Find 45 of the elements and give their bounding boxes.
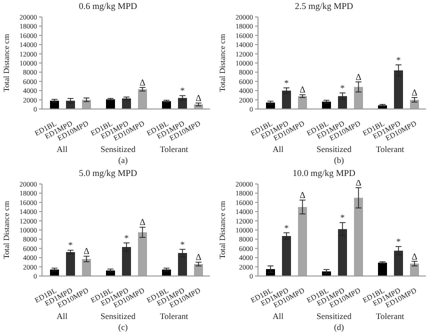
y-axis-title: Total Distance cm <box>218 33 227 92</box>
text: (d) <box>333 322 345 332</box>
data-label: * <box>180 239 186 250</box>
data-label: Δ <box>412 251 418 262</box>
data-label: Δ <box>140 77 146 88</box>
data-label: * <box>396 236 402 247</box>
text: (a) <box>117 155 129 165</box>
data-label: * <box>68 240 74 250</box>
data-label: Δ <box>356 178 362 188</box>
x-tick-label: Sensitized <box>100 144 136 154</box>
x-tick-label: Tolerant <box>160 144 189 154</box>
data-label: Δ <box>356 72 362 82</box>
data-label: Δ <box>140 217 146 228</box>
x-tick-label: Sensitized <box>316 144 352 154</box>
x-tick-label: All <box>56 311 68 321</box>
data-label: * <box>340 82 346 93</box>
x-tick-label: All <box>272 144 284 154</box>
y-axis-title: Total Distance cm <box>2 200 11 260</box>
chart-title: 10.0 mg/kg MPD <box>292 168 356 178</box>
x-tick-label: Sensitized <box>100 311 136 321</box>
data-label: * <box>124 232 130 243</box>
data-label: * <box>284 78 290 88</box>
x-tick-label: All <box>56 144 68 154</box>
data-label: Δ <box>84 246 90 256</box>
data-label: Δ <box>196 252 202 262</box>
chart-title: 5.0 mg/kg MPD <box>78 167 138 180</box>
text: (c) <box>117 322 129 332</box>
x-tick-label: Sensitized <box>316 311 352 321</box>
x-tick-label: Tolerant <box>376 311 405 321</box>
chart-title: 2.5 mg/kg MPD <box>294 0 354 13</box>
x-tick-label: All <box>272 311 284 321</box>
y-axis-title: Total Distance cm <box>218 200 227 260</box>
data-label: Δ <box>300 190 306 200</box>
data-label: * <box>180 86 186 96</box>
y-axis-title: Total Distance cm <box>2 33 11 92</box>
data-label: * <box>284 222 290 233</box>
data-label: * <box>340 212 346 223</box>
data-label: Δ <box>300 84 306 95</box>
text: (b) <box>333 155 345 165</box>
chart-title: 0.6 mg/kg MPD <box>78 0 138 13</box>
data-label: * <box>396 54 402 65</box>
x-tick-label: Tolerant <box>160 311 189 321</box>
data-label: Δ <box>412 88 418 98</box>
data-label: Δ <box>196 93 202 104</box>
x-tick-label: Tolerant <box>376 144 405 154</box>
